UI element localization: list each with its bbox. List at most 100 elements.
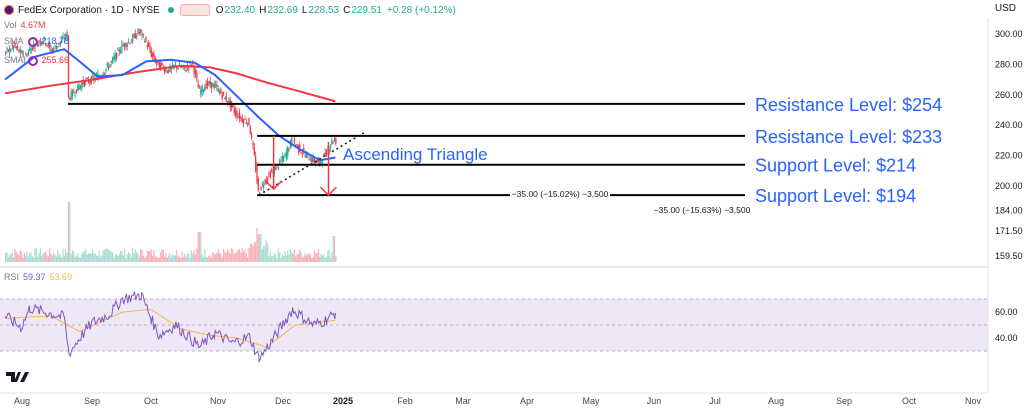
rsi-legend[interactable]: RSI 59.37 53.69 <box>4 272 72 282</box>
candle-body <box>228 100 230 103</box>
fedex-logo-icon <box>4 5 14 15</box>
indicator-settings-icon[interactable] <box>27 36 38 47</box>
volume-bar <box>15 252 17 262</box>
volume-bar <box>331 252 333 262</box>
candle-body <box>185 69 187 72</box>
volume-bar <box>197 232 199 262</box>
volume-bar <box>304 253 306 262</box>
indicator-settings-icon[interactable] <box>27 55 38 66</box>
candle-body <box>27 51 30 56</box>
volume-bar <box>94 253 96 262</box>
volume-bar <box>216 252 218 262</box>
candle-body <box>204 87 206 92</box>
candle-body <box>201 85 203 93</box>
volume-bar <box>256 228 258 262</box>
volume-bar <box>119 251 122 262</box>
candle-body <box>41 41 43 45</box>
volume-bar <box>73 251 75 262</box>
volume-bar <box>259 234 261 262</box>
volume-bar <box>253 242 255 262</box>
volume-bar <box>79 257 82 262</box>
symbol-title[interactable]: FedEx Corporation · 1D · NYSE <box>18 4 160 16</box>
sma-fast-value: 218.78 <box>41 36 70 46</box>
volume-bar <box>49 248 51 262</box>
volume-bar <box>280 257 282 262</box>
rsi-ma-value: 53.69 <box>49 272 73 282</box>
volume-bar <box>200 232 202 262</box>
volume-bar <box>273 252 275 262</box>
candle-body <box>13 45 15 50</box>
volume-legend[interactable]: Vol 4.67M <box>4 20 46 30</box>
candle-body <box>102 74 104 76</box>
candle-body <box>17 46 19 49</box>
volume-bar <box>189 257 191 262</box>
volume-bar <box>152 255 154 262</box>
triangle-trendline <box>258 131 366 196</box>
candle-body <box>177 67 179 69</box>
candle-body <box>233 108 235 114</box>
volume-bar <box>136 252 138 262</box>
volume-bar <box>245 253 247 262</box>
candle-body <box>11 45 13 47</box>
market-status-icon <box>167 7 174 13</box>
volume-bar <box>38 253 40 262</box>
volume-bar <box>233 253 235 262</box>
price-tick-label: 260.00 <box>995 90 1023 100</box>
candle-body <box>114 53 116 60</box>
volume-bar <box>11 252 13 262</box>
triangle-label: Ascending Triangle <box>343 145 488 164</box>
candle-body <box>110 61 112 63</box>
volume-bar <box>101 255 103 262</box>
volume-bar <box>196 248 198 262</box>
volume-bar <box>238 248 241 262</box>
volume-bar <box>170 257 172 262</box>
volume-bar <box>129 253 131 262</box>
candle-body <box>165 69 167 71</box>
volume-bar <box>69 202 71 262</box>
volume-bar <box>9 255 11 262</box>
volume-bar <box>91 249 94 262</box>
volume-bar <box>145 256 147 262</box>
candle-body <box>267 178 269 180</box>
time-tick-label: 2025 <box>333 396 353 406</box>
flag-icon[interactable] <box>179 4 210 16</box>
price-tick-label: 171.50 <box>995 226 1023 236</box>
volume-bar <box>141 249 143 262</box>
volume-bar <box>264 245 266 262</box>
candle-body <box>47 44 50 46</box>
measured-move-arrowhead <box>319 186 338 197</box>
candle-body <box>232 103 234 108</box>
candle-body <box>145 37 147 42</box>
candle-body <box>303 148 305 152</box>
candle-body <box>273 166 276 174</box>
candle-body <box>146 45 149 47</box>
candle-body <box>320 161 322 164</box>
volume-bar <box>154 256 156 262</box>
volume-bar <box>137 253 139 262</box>
volume-bar <box>144 257 146 262</box>
sma-slow-legend[interactable]: SMA 255.66 <box>4 55 69 66</box>
volume-bar <box>169 253 171 262</box>
candle-body <box>61 38 63 43</box>
volume-bar <box>206 257 209 262</box>
low-value: 228.53 <box>308 4 340 16</box>
volume-bar <box>30 253 32 262</box>
volume-bar <box>252 246 254 262</box>
candle-body <box>212 83 214 88</box>
currency-selector[interactable]: USD <box>994 3 1016 14</box>
candle-body <box>213 83 215 88</box>
rsi-tick-label: 60.00 <box>995 307 1018 317</box>
sma-fast-legend[interactable]: SMA 218.78 <box>4 36 69 47</box>
candle-body <box>153 53 155 61</box>
candle-body <box>25 54 27 56</box>
volume-bar <box>210 257 213 262</box>
candle-body <box>174 64 177 66</box>
candle-body <box>148 43 150 47</box>
time-tick-label: Aug <box>768 396 784 406</box>
volume-bar <box>279 252 281 262</box>
candle-body <box>287 147 289 157</box>
candle-body <box>158 60 161 68</box>
candle-body <box>70 91 72 100</box>
volume-bar <box>240 252 242 262</box>
rsi-ma-line <box>4 308 336 348</box>
